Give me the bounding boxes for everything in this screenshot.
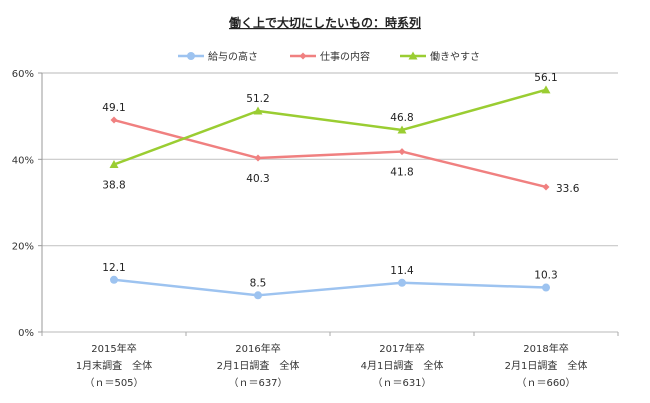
data-label: 33.6 — [556, 183, 580, 195]
marker-triangle — [253, 106, 263, 115]
marker-diamond — [542, 183, 550, 191]
data-label: 51.2 — [246, 93, 269, 105]
x-tick-label-line: 4月1日調査 全体 — [361, 359, 444, 372]
legend-item: 給与の高さ — [178, 50, 258, 63]
legend-label: 給与の高さ — [208, 50, 258, 63]
marker-diamond — [299, 52, 307, 60]
series-line — [113, 88, 547, 166]
legend-item: 仕事の内容 — [290, 50, 370, 63]
marker-triangle — [408, 51, 418, 60]
legend: 給与の高さ 仕事の内容 働きやすさ — [178, 50, 480, 63]
marker-triangle — [397, 125, 407, 134]
data-label: 49.1 — [102, 102, 125, 114]
marker-circle — [254, 291, 262, 300]
marker-circle — [187, 52, 195, 60]
y-tick-label: 40% — [12, 155, 34, 166]
data-label: 11.4 — [390, 265, 414, 277]
x-tick-label-line: （ｎ＝631） — [372, 377, 431, 389]
data-label: 46.8 — [390, 112, 413, 124]
legend-item: 働きやすさ — [400, 50, 480, 63]
x-tick-label-line: 1月末調査 全体 — [76, 359, 152, 372]
series-group — [109, 85, 551, 300]
data-labels: 12.1 8.5 11.4 10.3 49.1 40.3 41.8 33.6 38.8 51.2 4… — [102, 72, 579, 289]
marker-diamond — [110, 116, 118, 124]
legend-label: 仕事の内容 — [320, 50, 370, 63]
gridlines — [42, 72, 618, 333]
x-tick-label: 2016年卒 2月1日調査 全体 （ｎ＝637） — [217, 342, 300, 389]
x-axis: 2015年卒 1月末調査 全体 （ｎ＝505） 2016年卒 2月1日調査 全体 （ｎ＝6… — [41, 332, 619, 389]
x-tick-label: 2017年卒 4月1日調査 全体 （ｎ＝631） — [361, 342, 444, 389]
x-tick-label-line: 2月1日調査 全体 — [217, 359, 300, 372]
x-tick-label-line: （ｎ＝637） — [228, 377, 287, 389]
series-line — [113, 278, 547, 297]
y-tick-label: 0% — [18, 328, 34, 339]
y-tick-label: 20% — [12, 242, 34, 253]
data-label: 12.1 — [102, 262, 125, 274]
data-label: 10.3 — [534, 270, 557, 282]
data-label: 8.5 — [250, 277, 267, 289]
marker-circle — [110, 275, 118, 284]
x-tick-label: 2018年卒 2月1日調査 全体 （ｎ＝660） — [505, 342, 588, 389]
x-tick-label-line: 2015年卒 — [91, 342, 136, 355]
data-label: 38.8 — [102, 180, 125, 192]
marker-diamond — [398, 148, 406, 156]
marker-circle — [542, 283, 550, 292]
data-label: 40.3 — [246, 173, 269, 185]
legend-label: 働きやすさ — [430, 50, 480, 63]
series-line — [113, 118, 547, 189]
data-label: 56.1 — [534, 72, 557, 84]
marker-triangle — [109, 160, 119, 169]
y-axis: 0% 20% 40% 60% — [12, 69, 43, 339]
x-tick-label-line: （ｎ＝505） — [84, 377, 143, 389]
x-tick-label-line: 2017年卒 — [379, 342, 424, 355]
x-tick-label-line: 2018年卒 — [523, 342, 568, 355]
chart-title: 働く上で大切にしたいもの：時系列 — [228, 15, 421, 30]
x-tick-label-line: 2016年卒 — [235, 342, 280, 355]
x-tick-label: 2015年卒 1月末調査 全体 （ｎ＝505） — [76, 342, 152, 389]
x-tick-label-line: 2月1日調査 全体 — [505, 359, 588, 372]
marker-triangle — [541, 85, 551, 94]
marker-circle — [398, 278, 406, 287]
x-tick-label-line: （ｎ＝660） — [516, 377, 575, 389]
marker-diamond — [254, 154, 262, 162]
y-tick-label: 60% — [12, 69, 34, 80]
data-label: 41.8 — [390, 167, 413, 179]
